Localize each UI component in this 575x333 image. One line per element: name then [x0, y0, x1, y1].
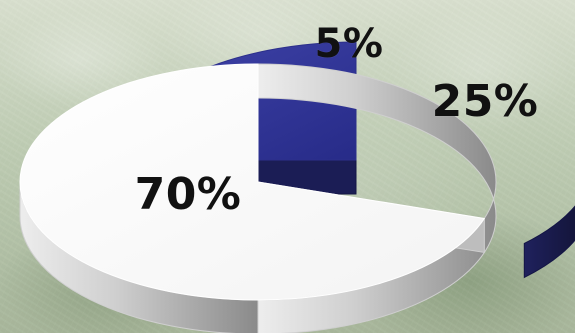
slice-layer: 70% 5% 25% — [19, 21, 575, 333]
slice-70-top — [19, 63, 486, 301]
slice-70-side — [257, 63, 497, 333]
slice-label: 5% — [315, 21, 384, 67]
slice-label: 25% — [432, 76, 539, 127]
slice-25-side — [523, 205, 575, 279]
slice-label: 70% — [135, 169, 242, 220]
